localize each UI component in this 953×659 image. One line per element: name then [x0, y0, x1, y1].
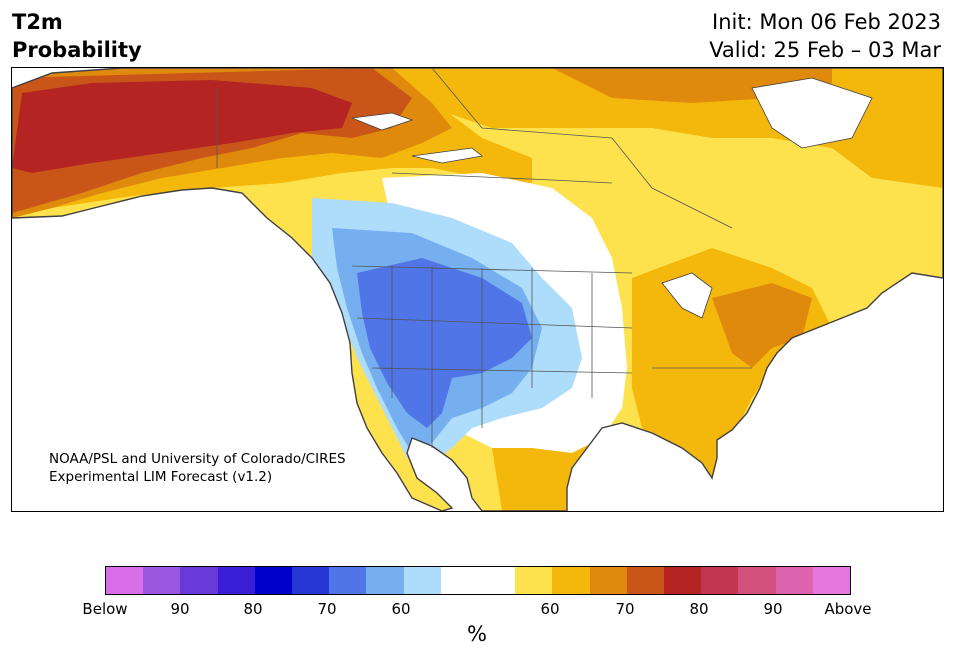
- valid-dates: Valid: 25 Feb – 03 Mar: [709, 38, 941, 62]
- credit-line-1: NOAA/PSL and University of Colorado/CIRE…: [49, 451, 346, 467]
- map-title: T2m Probability: [12, 8, 142, 64]
- colorbar-tick-label: 80: [689, 600, 709, 618]
- colorbar-swatch: [552, 567, 590, 594]
- colorbar-swatch: [775, 567, 813, 594]
- colorbar-tick-label: Below: [82, 600, 128, 618]
- colorbar-swatch: [403, 567, 441, 594]
- colorbar-swatch: [106, 567, 144, 594]
- colorbar-tick-label: 60: [540, 600, 560, 618]
- colorbar-swatch: [366, 567, 404, 594]
- colorbar-swatch: [217, 567, 255, 594]
- state-borders: [216, 68, 752, 448]
- colorbar-tick-label: Above: [824, 600, 872, 618]
- colorbar-swatch: [143, 567, 181, 594]
- colorbar-swatch: [254, 567, 293, 594]
- colorbar: [105, 566, 851, 595]
- lakes-and-islands: [351, 77, 873, 319]
- title-line-2: Probability: [12, 38, 142, 62]
- colorbar-tick-label: 90: [170, 600, 190, 618]
- colorbar-swatch: [515, 567, 553, 594]
- north-america-map: [12, 68, 943, 511]
- map-panel: [11, 67, 944, 512]
- credit-text: NOAA/PSL and University of Colorado/CIRE…: [49, 450, 346, 486]
- coastlines: [12, 68, 943, 511]
- credit-line-2: Experimental LIM Forecast (v1.2): [49, 469, 273, 485]
- colorbar-tick-label: 80: [243, 600, 263, 618]
- colorbar-swatch: [738, 567, 776, 594]
- colorbar-swatch: [812, 567, 851, 594]
- forecast-dates: Init: Mon 06 Feb 2023 Valid: 25 Feb – 03…: [709, 8, 941, 64]
- init-date: Init: Mon 06 Feb 2023: [712, 10, 941, 34]
- colorbar-swatch: [664, 567, 702, 594]
- colorbar-tick-label: 90: [763, 600, 783, 618]
- colorbar-swatch: [292, 567, 330, 594]
- colorbar-swatch: [589, 567, 627, 594]
- probability-shading: [12, 68, 943, 511]
- colorbar-swatch: [478, 567, 516, 594]
- colorbar-unit: %: [467, 622, 487, 646]
- colorbar-tick-label: 70: [317, 600, 337, 618]
- colorbar-swatch: [180, 567, 218, 594]
- colorbar-swatch: [329, 567, 367, 594]
- colorbar-swatch: [440, 567, 479, 594]
- title-line-1: T2m: [12, 10, 63, 34]
- colorbar-swatch: [701, 567, 739, 594]
- colorbar-tick-label: 70: [615, 600, 635, 618]
- colorbar-swatch: [626, 567, 665, 594]
- colorbar-tick-label: 60: [391, 600, 411, 618]
